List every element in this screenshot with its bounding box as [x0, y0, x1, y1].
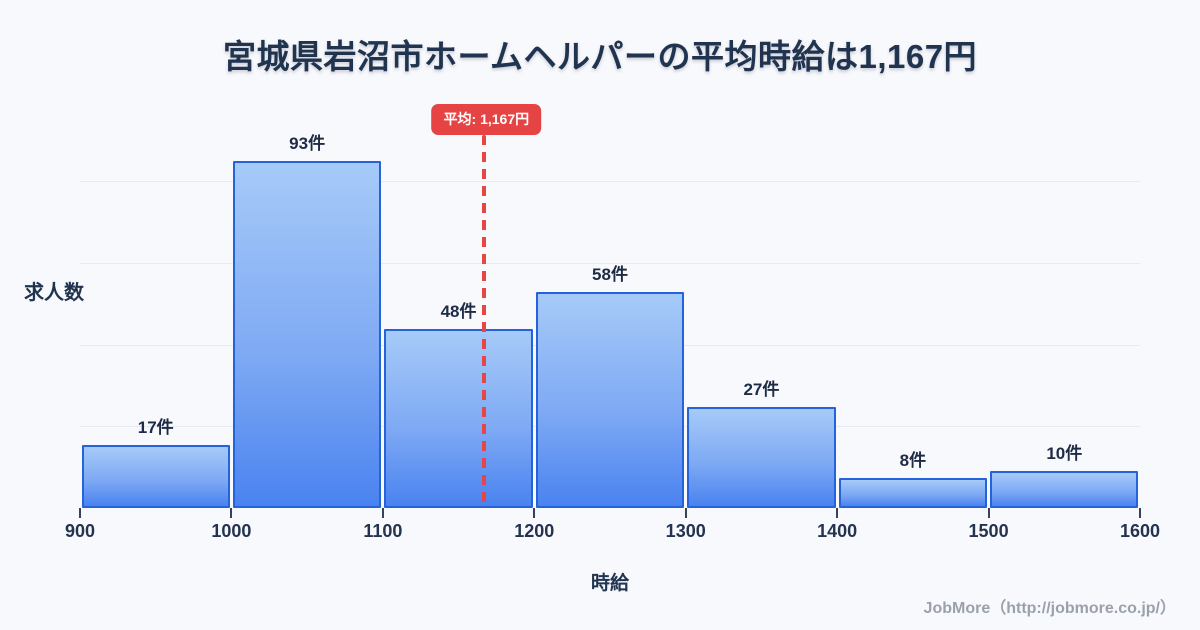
x-tick-mark — [1139, 508, 1141, 518]
average-line — [482, 135, 487, 508]
histogram-bar-1200-1300 — [535, 292, 685, 508]
x-tick-label: 1300 — [665, 521, 706, 541]
histogram-bar-1500-1600 — [990, 471, 1139, 508]
histogram-bar-900-1000 — [81, 445, 230, 508]
x-tick-mark — [836, 508, 839, 518]
histogram-bar-1000-1100 — [232, 161, 382, 508]
x-tick-mark — [79, 508, 81, 518]
x-tick-label: 1600 — [1119, 521, 1161, 541]
bar-count-label: 10件 — [1046, 444, 1083, 463]
x-tick-label: 1500 — [968, 521, 1009, 541]
bar-count-label: 17件 — [137, 418, 174, 437]
footer-credit: JobMore（http://jobmore.co.jp/） — [923, 600, 1176, 617]
gridline — [80, 262, 1140, 264]
x-axis-title: 時給 — [590, 573, 629, 594]
x-tick-label: 1200 — [514, 521, 555, 541]
x-tick-mark — [230, 508, 233, 518]
y-axis-title: 求人数 — [24, 282, 84, 304]
bar-count-label: 27件 — [743, 380, 780, 399]
x-tick-label: 1100 — [363, 521, 403, 541]
histogram-bar-1300-1400 — [687, 407, 836, 508]
histogram-bar-1400-1500 — [838, 478, 988, 508]
histogram-bar-1100-1200 — [384, 329, 533, 508]
plot-area: 17件 93件 48件 58件 27件 8件 10件 900 1000 1100 1200 1300 1… — [65, 100, 1160, 541]
x-tick-mark — [381, 508, 384, 518]
bar-count-label: 93件 — [289, 134, 326, 153]
x-tick-label: 900 — [64, 521, 96, 541]
bar-count-label: 8件 — [899, 451, 927, 470]
x-tick-label: 1000 — [211, 521, 252, 541]
x-tick-mark — [684, 508, 687, 518]
average-wage-badge: 平均: 1,167円 — [431, 104, 542, 135]
chart-title: 宮城県岩沼市ホームヘルパーの平均時給は1,167円 — [222, 38, 978, 75]
gridline — [80, 181, 1140, 183]
bar-count-label: 58件 — [592, 265, 628, 284]
x-tick-mark — [987, 508, 990, 518]
x-tick-label: 1400 — [817, 521, 858, 541]
x-tick-mark — [533, 508, 536, 518]
bar-count-label: 48件 — [440, 302, 477, 321]
